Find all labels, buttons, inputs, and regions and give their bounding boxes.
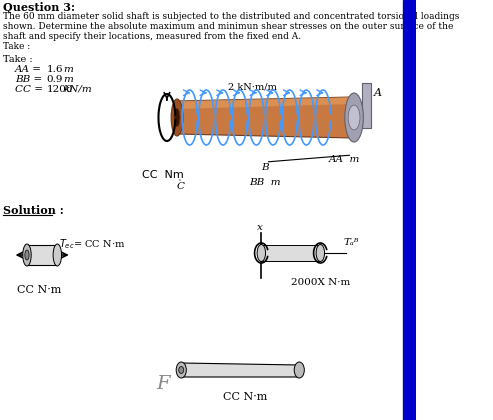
- Bar: [403, 0, 416, 420]
- Text: The 60 mm diameter solid shaft is subjected to the distributed and concentrated : The 60 mm diameter solid shaft is subjec…: [3, 12, 460, 21]
- Ellipse shape: [345, 93, 363, 142]
- Text: 1200: 1200: [46, 85, 73, 94]
- Ellipse shape: [316, 244, 324, 262]
- Polygon shape: [181, 363, 299, 377]
- Ellipse shape: [23, 244, 31, 266]
- Ellipse shape: [179, 367, 184, 373]
- Text: shown. Determine the absolute maximum and minimun shear stresses on the outer su: shown. Determine the absolute maximum an…: [3, 22, 454, 31]
- Text: F: F: [156, 375, 170, 393]
- Text: x: x: [257, 223, 263, 232]
- Ellipse shape: [25, 250, 29, 260]
- Text: 1.6: 1.6: [46, 65, 63, 74]
- Text: BB  m: BB m: [248, 178, 281, 187]
- Text: m: m: [63, 65, 73, 74]
- Ellipse shape: [176, 362, 186, 378]
- Text: $T_{ec}$= CC N·m: $T_{ec}$= CC N·m: [59, 237, 125, 251]
- Text: 0.9: 0.9: [46, 75, 63, 84]
- Ellipse shape: [257, 244, 266, 262]
- Text: BB =: BB =: [15, 75, 42, 84]
- Text: B: B: [261, 163, 269, 172]
- Text: Solution :: Solution :: [3, 205, 64, 216]
- Text: A: A: [374, 88, 382, 98]
- Text: shaft and specify their locations, measured from the fixed end A.: shaft and specify their locations, measu…: [3, 32, 302, 41]
- Text: Take :: Take :: [3, 55, 33, 64]
- Text: AA  m: AA m: [329, 155, 360, 164]
- Text: CC N·m: CC N·m: [17, 285, 61, 295]
- Polygon shape: [177, 97, 352, 109]
- Ellipse shape: [294, 362, 304, 378]
- Text: Take :: Take :: [3, 42, 31, 51]
- Polygon shape: [27, 245, 57, 265]
- Bar: [362, 83, 371, 128]
- Text: 2000X N·m: 2000X N·m: [291, 278, 350, 287]
- Ellipse shape: [348, 105, 360, 130]
- Text: CC  Nm: CC Nm: [141, 170, 183, 180]
- Text: 2 kN·m/m: 2 kN·m/m: [228, 82, 277, 91]
- Text: AA =: AA =: [15, 65, 42, 74]
- Ellipse shape: [174, 108, 180, 127]
- Text: Question 3:: Question 3:: [3, 2, 75, 13]
- Text: C: C: [177, 182, 185, 191]
- Text: kN/m: kN/m: [63, 85, 92, 94]
- Ellipse shape: [53, 244, 62, 266]
- Text: CC =: CC =: [15, 85, 43, 94]
- Text: m: m: [63, 75, 73, 84]
- Text: Tₐᴮ: Tₐᴮ: [344, 238, 359, 247]
- Polygon shape: [261, 245, 320, 261]
- Polygon shape: [177, 97, 352, 138]
- Text: CC N·m: CC N·m: [223, 392, 268, 402]
- Ellipse shape: [171, 99, 183, 136]
